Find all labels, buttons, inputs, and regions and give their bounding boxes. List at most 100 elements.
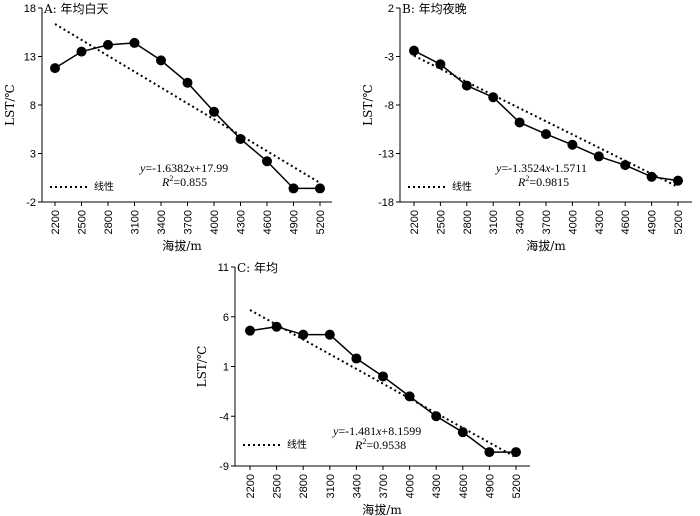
data-point [351,353,362,364]
y-axis-label: LST/℃ [3,84,17,126]
data-point [593,151,604,162]
x-tick-label: 2200 [409,210,421,234]
data-point [378,371,388,382]
data-point [271,321,282,332]
y-tick-label: 1 [223,362,229,374]
data-point [567,139,578,150]
legend: 线性 [50,180,114,193]
r-squared: R2=0.9815 [517,174,569,189]
x-tick-label: 4000 [209,210,221,234]
x-tick-label: 2800 [103,210,115,234]
x-tick-label: 2500 [272,474,284,498]
x-axis-label: 海拔/m [362,502,402,516]
data-point [103,39,113,50]
x-tick-label: 3100 [325,474,337,498]
x-tick-label: 4900 [647,210,659,234]
data-point [511,447,521,458]
data-point [461,80,472,91]
y-axis-label: LST/℃ [361,84,375,126]
y-axis-label: LST/℃ [195,346,209,388]
x-tick-label: 3400 [156,210,168,234]
x-tick-label: 2500 [77,210,89,234]
x-tick-label: 4000 [405,474,417,498]
data-point [457,427,468,438]
x-tick-label: 3400 [351,474,363,498]
r-squared: R2=0.855 [161,174,207,189]
x-tick-label: 2200 [50,210,62,234]
data-point [435,59,446,70]
x-tick-label: 3700 [378,474,390,498]
y-tick-label: -18 [378,197,394,209]
data-point [541,129,551,140]
data-point [298,329,309,340]
x-tick-label: 4300 [431,474,443,498]
y-tick-label: -9 [219,461,229,473]
data-point [646,171,657,182]
x-tick-label: 4900 [289,210,301,234]
x-tick-label: 2800 [462,210,474,234]
data-point [484,447,495,458]
data-point [156,55,166,66]
data-point [673,175,683,186]
chart-panel-1: 18 13 8 3 -2 2200 2500 2800 3100 3400 3700 4000 4300… [3,1,332,253]
legend-label: 线性 [287,438,307,451]
legend-label: 线性 [94,180,114,193]
chart-panel-3: 11 6 1 -4 -9 2200 2500 2800 3100 3400 3700 4000 4300… [195,261,530,516]
y-tick-label: -2 [26,197,36,209]
data-point [50,63,60,74]
panel-label: C: 年均 [237,261,278,275]
chart-panel-2: 2 -3 -8 -13 -18 2200 2500 2800 3100 3400 3700 4000 4… [361,1,692,253]
y-tick-label: 18 [24,3,36,15]
x-tick-label: 3700 [541,210,553,234]
r-squared: R2=0.9538 [354,437,406,452]
y-tick-label: 6 [223,312,229,324]
x-tick-label: 4000 [567,210,579,234]
y-tick-label: -8 [384,100,394,112]
x-tick-label: 2800 [298,474,310,498]
data-point [209,106,219,117]
legend-label: 线性 [452,180,472,193]
y-tick-label: 13 [24,52,36,64]
trendline [413,54,679,188]
data-point [324,329,335,340]
x-tick-label: 3700 [183,210,195,234]
x-tick-label: 5200 [673,210,685,234]
y-tick-label: 3 [30,149,36,161]
panel-label: B: 年均夜晚 [402,1,467,16]
x-tick-label: 4300 [236,210,248,234]
data-point [431,411,442,422]
data-point [315,183,325,194]
x-tick-label: 5200 [511,474,523,498]
x-axis-label: 海拔/m [526,238,566,253]
x-tick-label: 2200 [245,474,257,498]
data-point [620,160,631,171]
data-point [76,46,87,57]
data-point [182,77,193,88]
y-tick-label: -3 [384,52,394,64]
y-tick-label: 11 [218,262,229,274]
y-tick-label: 8 [30,100,36,112]
regression-equation: y=-1.481x+8.1599 [332,424,421,438]
data-point [514,117,525,128]
x-tick-label: 4300 [594,210,606,234]
data-point [488,92,499,103]
legend: 线性 [408,180,472,193]
regression-equation: y=-1.6382x+17.99 [139,161,228,175]
regression-equation: y=-1.3524x-1.5711 [495,161,587,175]
x-tick-label: 3400 [515,210,527,234]
x-tick-label: 3100 [488,210,500,234]
data-point [404,391,415,402]
trendline [54,23,321,184]
y-tick-label: -13 [378,149,394,161]
data-point [129,37,140,48]
data-point [245,325,255,336]
x-tick-label: 2500 [435,210,447,234]
y-tick-label: -4 [219,411,229,423]
data-point [409,45,419,56]
x-tick-label: 4600 [458,474,470,498]
x-axis-label: 海拔/m [162,238,202,253]
data-point [262,156,272,167]
x-tick-label: 3100 [130,210,142,234]
x-tick-label: 4600 [262,210,274,234]
